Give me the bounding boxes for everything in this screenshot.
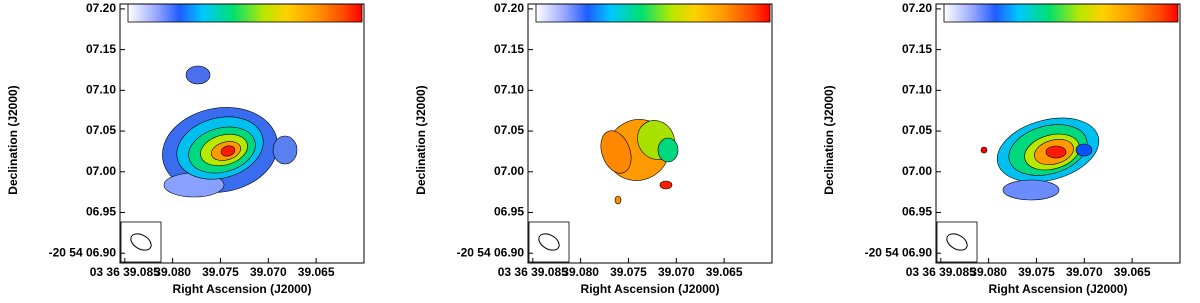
y-tick-label: 06.95 (902, 205, 932, 219)
y-tick-label: 07.20 (494, 1, 524, 15)
emission (600, 130, 632, 174)
x-axis-label: Right Ascension (J2000) (989, 282, 1128, 296)
x-tick-label: 39.065 (1114, 265, 1151, 279)
y-axis-label: Declination (J2000) (6, 85, 20, 194)
y-tick-label: 07.15 (494, 42, 524, 56)
y-tick-label: 06.95 (86, 205, 116, 219)
emission (1075, 143, 1093, 157)
x-tick-label: 39.070 (250, 265, 287, 279)
colorbar (127, 3, 363, 23)
emission (614, 195, 622, 205)
beam (946, 233, 968, 251)
emission (1002, 179, 1060, 201)
emission (1045, 145, 1067, 159)
y-tick-label: 07.20 (902, 1, 932, 15)
beam-box (120, 221, 162, 263)
beam-box (936, 221, 978, 263)
emission (659, 180, 673, 190)
y-tick-label: 07.05 (902, 123, 932, 137)
x-tick-label: 39.070 (658, 265, 695, 279)
x-axis-label: Right Ascension (J2000) (581, 282, 720, 296)
colorbar (943, 3, 1179, 23)
emission (272, 135, 298, 165)
y-tick-label: 07.05 (494, 123, 524, 137)
emission (980, 146, 988, 154)
y-tick-label: 07.00 (902, 164, 932, 178)
emission (185, 65, 211, 85)
x-tick-label: 39.065 (706, 265, 743, 279)
beam-box (528, 221, 570, 263)
y-tick-label: 07.15 (86, 42, 116, 56)
y-tick-label: -20 54 06.90 (865, 245, 933, 259)
x-tick-label: 39.075 (202, 265, 239, 279)
beam (538, 233, 560, 251)
y-tick-label: 06.95 (494, 205, 524, 219)
x-tick-label: 39.080 (154, 265, 191, 279)
x-tick-label: 39.065 (298, 265, 335, 279)
x-tick-label: 03 36 39.085 (906, 265, 976, 279)
y-tick-label: -20 54 06.90 (49, 245, 117, 259)
x-tick-label: 39.080 (970, 265, 1007, 279)
x-tick-label: 39.075 (1018, 265, 1055, 279)
axes-frame (527, 3, 773, 264)
y-tick-label: 07.20 (86, 1, 116, 15)
x-tick-label: 03 36 39.085 (498, 265, 568, 279)
y-axis-label: Declination (J2000) (822, 85, 836, 194)
emission (657, 137, 679, 163)
x-tick-label: 39.080 (562, 265, 599, 279)
x-tick-label: 39.075 (610, 265, 647, 279)
x-axis-label: Right Ascension (J2000) (173, 282, 312, 296)
colorbar (535, 3, 771, 23)
x-tick-label: 03 36 39.085 (90, 265, 160, 279)
axes-frame (119, 3, 365, 264)
y-tick-label: 07.10 (494, 83, 524, 97)
y-tick-label: 07.10 (86, 83, 116, 97)
y-tick-label: 07.05 (86, 123, 116, 137)
y-tick-label: -20 54 06.90 (457, 245, 525, 259)
axes-frame (935, 3, 1181, 264)
y-tick-label: 07.00 (494, 164, 524, 178)
beam (130, 233, 152, 251)
y-tick-label: 07.15 (902, 42, 932, 56)
emission (220, 145, 236, 157)
y-tick-label: 07.00 (86, 164, 116, 178)
y-axis-label: Declination (J2000) (414, 85, 428, 194)
y-tick-label: 07.10 (902, 83, 932, 97)
x-tick-label: 39.070 (1066, 265, 1103, 279)
